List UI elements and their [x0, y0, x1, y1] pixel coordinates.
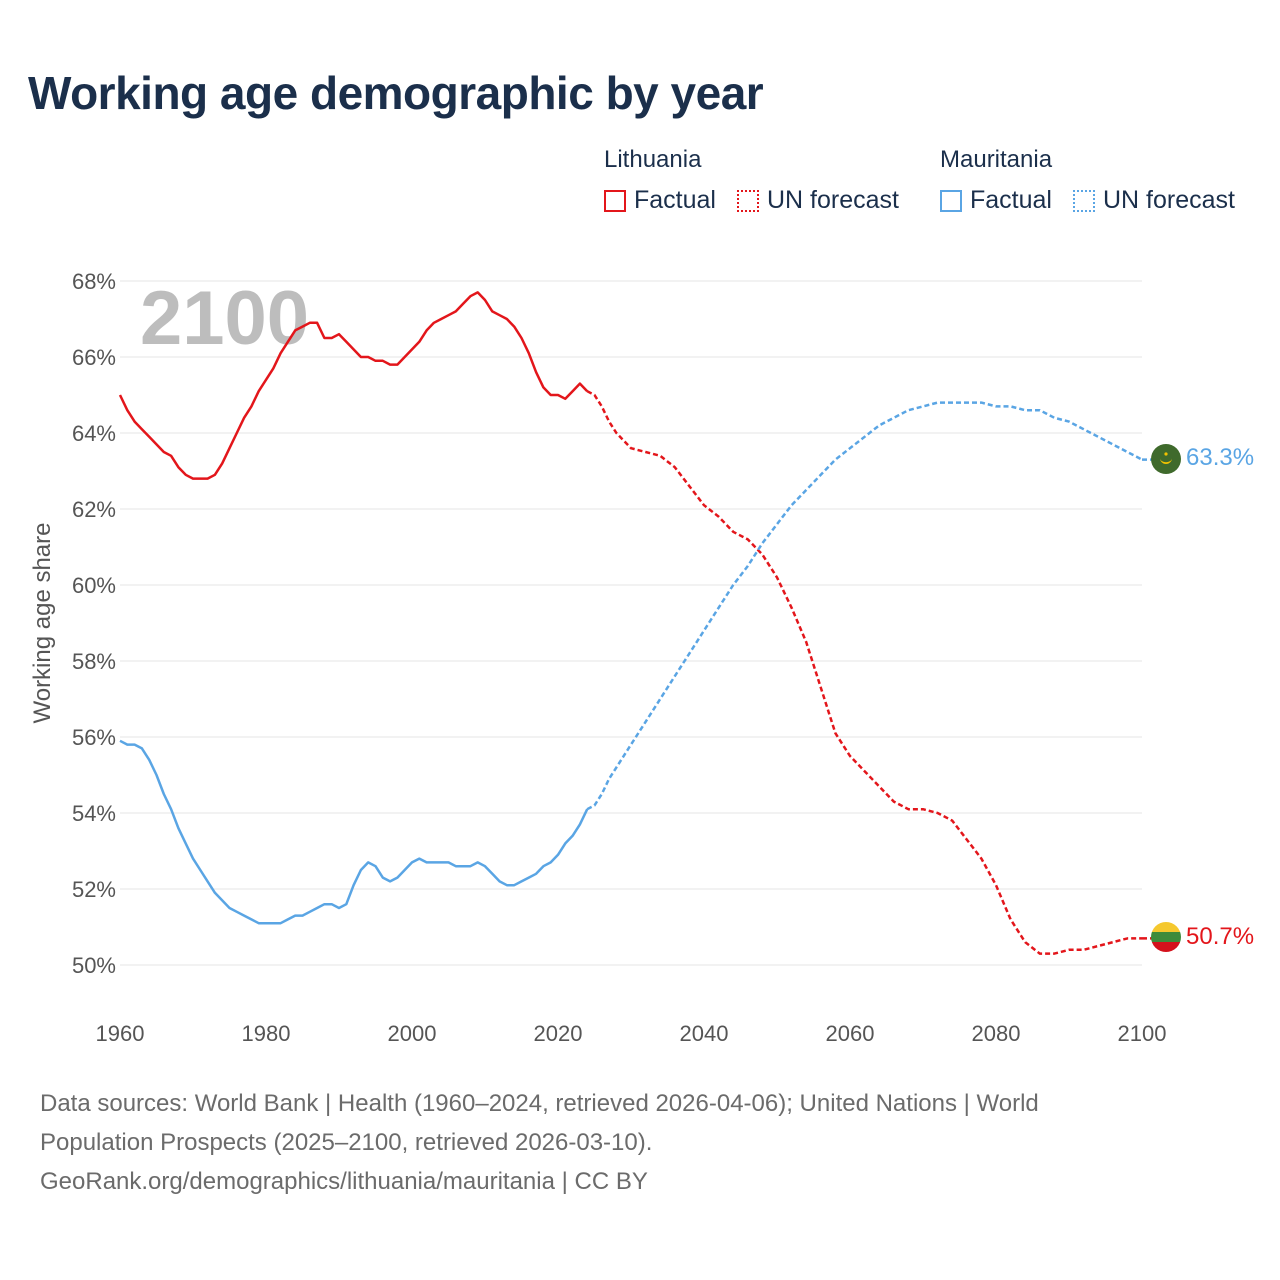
y-tick-label: 64% [72, 421, 116, 446]
mauritania-forecast-line [586, 401, 1143, 811]
footer-sources-line1: Data sources: World Bank | Health (1960–… [40, 1090, 1039, 1117]
lithuania-factual-line [118, 291, 589, 480]
y-tick-label: 60% [72, 573, 116, 598]
legend-solid-swatch-icon [940, 189, 962, 212]
y-tick-label: 58% [72, 649, 116, 674]
line-chart: 2100 Working age share 50% 52% 54% 56% 58% 60… [29, 269, 1254, 1046]
y-axis-label: Working age share [29, 523, 56, 724]
lithuania-flag-icon [1151, 922, 1181, 952]
x-tick-label: 2020 [534, 1021, 583, 1046]
lithuania-forecast-line [586, 390, 1142, 955]
mauritania-flag-icon [1151, 444, 1181, 474]
x-tick-label: 2100 [1118, 1021, 1167, 1046]
x-tick-label: 2060 [826, 1021, 875, 1046]
y-tick-label: 52% [72, 877, 116, 902]
legend-mauritania-title: Mauritania [940, 146, 1053, 173]
x-tick-label: 2000 [388, 1021, 437, 1046]
legend-mauritania-forecast[interactable]: UN forecast [1073, 186, 1235, 215]
lithuania-end-label: 50.7% [1186, 923, 1254, 950]
legend-solid-swatch-icon [604, 189, 626, 212]
legend-lithuania-title: Lithuania [604, 146, 702, 173]
footer-sources-line2: Population Prospects (2025–2100, retriev… [40, 1129, 653, 1156]
y-tick-label: 54% [72, 801, 116, 826]
legend-dotted-swatch-icon [737, 189, 759, 212]
x-tick-label: 2080 [972, 1021, 1021, 1046]
mauritania-end-label: 63.3% [1186, 444, 1254, 471]
year-watermark: 2100 [140, 276, 309, 361]
legend-mauritania-factual[interactable]: Factual [940, 186, 1052, 215]
x-tick-label: 2040 [680, 1021, 729, 1046]
legend-label: Factual [634, 186, 716, 214]
legend-label: Factual [970, 186, 1052, 214]
legend-lithuania-factual[interactable]: Factual [604, 186, 716, 215]
y-tick-label: 56% [72, 725, 116, 750]
y-tick-label: 62% [72, 497, 116, 522]
y-tick-label: 66% [72, 345, 116, 370]
legend-lithuania-forecast[interactable]: UN forecast [737, 186, 899, 215]
mauritania-factual-line [119, 739, 589, 925]
y-tick-label: 50% [72, 953, 116, 978]
legend-label: UN forecast [1103, 186, 1235, 214]
y-tick-label: 68% [72, 269, 116, 294]
legend-label: UN forecast [767, 186, 899, 214]
x-tick-label: 1980 [242, 1021, 291, 1046]
legend-dotted-swatch-icon [1073, 189, 1095, 212]
x-tick-label: 1960 [96, 1021, 145, 1046]
chart-title: Working age demographic by year [28, 67, 764, 119]
footer-attribution: GeoRank.org/demographics/lithuania/mauri… [40, 1168, 648, 1195]
